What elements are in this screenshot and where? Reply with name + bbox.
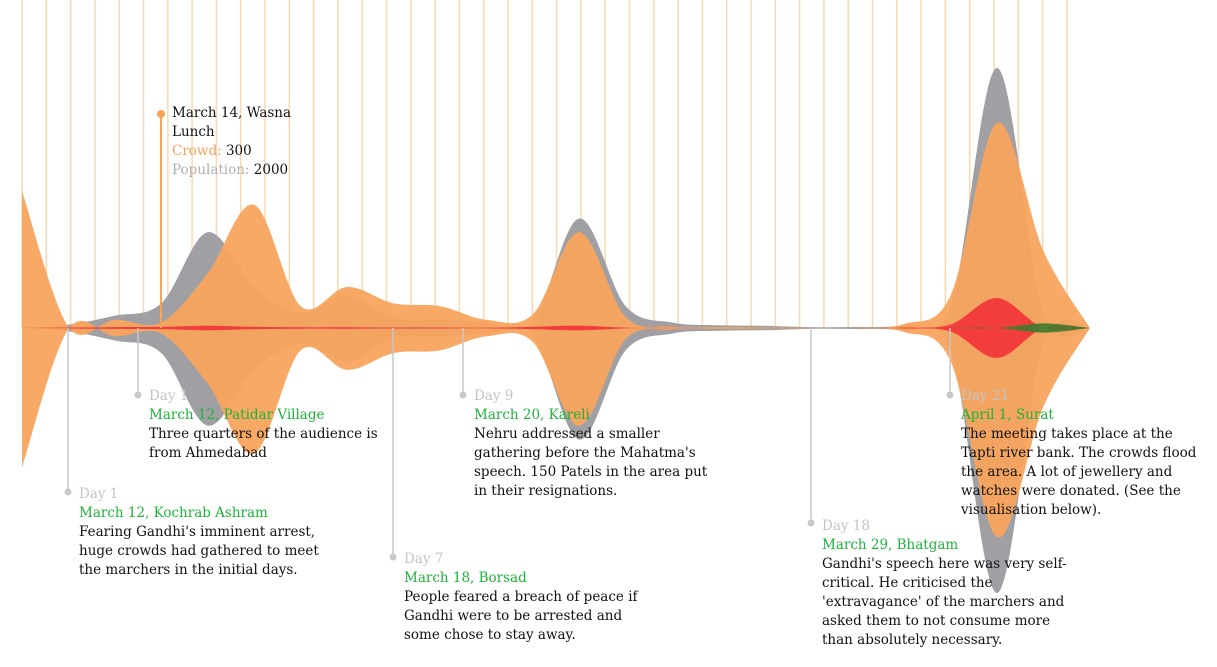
annotation-line: some chose to stay away.	[404, 627, 576, 643]
annotation-day: Day 18	[822, 518, 870, 534]
annotation-surat: Day 21 April 1, Surat The meeting takes …	[961, 387, 1196, 520]
annotation-title: March 12, Kochrab Ashram	[79, 505, 268, 521]
annotation-kareli: Day 9 March 20, Kareli Nehru addressed a…	[474, 387, 707, 501]
annotation-day: Day 1	[149, 388, 189, 404]
annotation-marker-dot	[389, 553, 397, 561]
annotation-marker-dot	[946, 391, 954, 399]
hover-dot	[157, 110, 165, 118]
annotation-markers	[64, 328, 954, 561]
annotation-day: Day 7	[404, 551, 444, 567]
annotation-line: 'extravagance' of the marchers and	[822, 594, 1065, 610]
hover-indicator	[157, 110, 165, 328]
annotation-line: Fearing Gandhi's imminent arrest,	[79, 524, 316, 540]
annotation-title: March 29, Bhatgam	[822, 537, 959, 553]
hover-tooltip: March 14, Wasna Lunch Crowd: 300 Populat…	[172, 104, 291, 180]
annotation-line: in their resignations.	[474, 483, 618, 499]
annotation-marker-dot	[459, 391, 467, 399]
annotation-line: People feared a breach of peace if	[404, 589, 638, 605]
tooltip-crowd: Crowd: 300	[172, 142, 291, 161]
annotation-day: Day 21	[961, 388, 1009, 404]
annotation-line: huge crowds had gathered to meet	[79, 543, 319, 559]
annotation-line: speech. 150 Patels in the area put	[474, 464, 708, 480]
ratio-stream[interactable]	[22, 297, 1090, 359]
annotation-line: watches were donated. (See the	[961, 483, 1181, 499]
annotation-line: Three quarters of the audience is	[149, 426, 378, 442]
tooltip-population: Population: 2000	[172, 161, 291, 180]
tooltip-crowd-value: 300	[225, 143, 252, 159]
annotation-line: than absolutely necessary.	[822, 632, 1003, 648]
annotation-day: Day 9	[474, 388, 514, 404]
annotation-line: The meeting takes place at the	[961, 426, 1173, 442]
annotation-title: March 20, Kareli	[474, 407, 590, 423]
annotation-kochrab-ashram: Day 1 March 12, Kochrab Ashram Fearing G…	[79, 485, 319, 580]
annotation-line: asked them to not consume more	[822, 613, 1051, 629]
annotation-line: Tapti river bank. The crowds flood	[961, 445, 1197, 461]
tooltip-population-label: Population:	[172, 162, 250, 178]
annotation-line: visualisation below).	[961, 502, 1102, 518]
annotation-day: Day 1	[79, 486, 119, 502]
annotation-line: critical. He criticised the	[822, 575, 993, 591]
annotation-title: March 18, Borsad	[404, 570, 527, 586]
tooltip-title: March 14, Wasna	[172, 105, 292, 121]
annotation-line: Nehru addressed a smaller	[474, 426, 660, 442]
annotation-marker-dot	[807, 519, 815, 527]
annotation-marker-dot	[64, 488, 72, 496]
annotation-line: Gandhi were to be arrested and	[404, 608, 623, 624]
annotation-marker-dot	[134, 391, 142, 399]
tooltip-crowd-label: Crowd:	[172, 143, 222, 159]
tooltip-population-value: 2000	[253, 162, 289, 178]
streams	[22, 67, 1090, 594]
annotation-line: the area. A lot of jewellery and	[961, 464, 1173, 480]
annotation-line: the marchers in the initial days.	[79, 562, 298, 578]
tooltip-subtitle: Lunch	[172, 124, 215, 140]
annotation-patidar-village: Day 1 March 12, Patidar Village Three qu…	[149, 387, 378, 463]
annotation-bhatgam: Day 18 March 29, Bhatgam Gandhi's speech…	[822, 517, 1067, 650]
annotation-line: gathering before the Mahatma's	[474, 445, 696, 461]
annotation-line: Gandhi's speech here was very self-	[822, 556, 1067, 572]
annotation-borsad: Day 7 March 18, Borsad People feared a b…	[404, 550, 638, 645]
annotation-line: from Ahmedabad	[149, 445, 267, 461]
annotation-title: March 12, Patidar Village	[149, 407, 325, 423]
annotation-title: April 1, Surat	[961, 407, 1054, 423]
